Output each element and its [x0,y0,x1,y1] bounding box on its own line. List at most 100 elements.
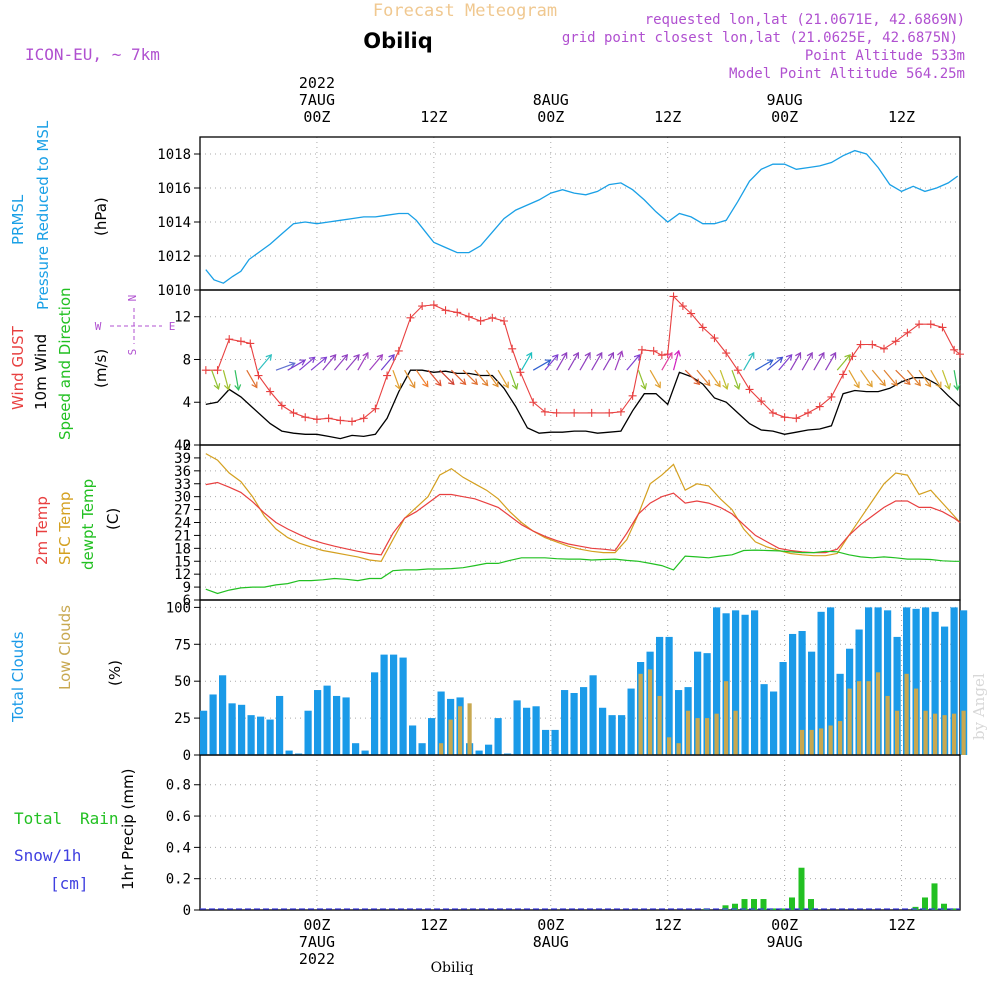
temp-2m-line [205,481,961,556]
pressure-label-prmsl: PRMSL [9,194,27,245]
wind-barb-head [879,379,886,387]
precip-label-total: Total [14,809,62,828]
temperature-ytick-label: 42 [174,438,191,454]
wind-barb-head [320,356,328,364]
wind-barb [544,354,559,371]
total-cloud-bar [266,719,274,755]
wind-barb-head [596,351,603,359]
gust-marker [516,368,525,377]
temperature-ytick-label: 18 [174,541,191,557]
wind-barb [684,369,700,385]
wind-barb [848,369,860,388]
gust-marker [464,312,473,321]
total-cloud-bar [789,633,797,755]
rain-bar [741,899,748,910]
temperature-ytick-label: 27 [174,503,191,519]
wind-barb-head [223,383,231,391]
wind-barb [930,369,942,388]
wind-barb-head [448,378,455,386]
total-cloud-bar [960,610,968,755]
wind-barb-head [891,379,898,387]
wind-barb [222,370,230,390]
wind-barb-head [329,353,337,361]
wind-barb-head [776,356,784,364]
wind-barb-head [666,351,673,359]
wind-barb [719,369,728,390]
total-cloud-bar [200,710,208,755]
gust-marker [488,313,497,322]
wind-barb-head [748,351,755,359]
time-label-bottom: 00Z [771,916,798,934]
wind-barb [415,369,429,387]
wind-barb [626,354,641,371]
gust-marker [348,417,356,426]
wind-barb-head [914,379,921,387]
time-label-top: 00Z [771,108,798,126]
wind-barb [404,369,416,388]
requested-coords: requested lon,lat (21.0671E, 42.6869N) [645,12,965,28]
time-label-bottom: 7AUG [299,933,335,951]
gust-marker [570,408,579,417]
wind-barb [883,369,898,386]
total-cloud-bar [428,718,436,755]
wind-barb-head [830,351,837,359]
gust-marker [698,323,707,332]
rain-bar [760,899,767,910]
wind-barb [637,369,646,390]
precip-label-cm: [cm] [50,874,89,893]
total-cloud-bar [228,703,236,755]
wind-barb-head [544,359,552,366]
gust-marker [628,391,637,400]
time-label-top: 12Z [888,108,915,126]
wind-barb [614,351,623,371]
gust-marker [324,414,333,423]
low-cloud-bar [933,713,938,755]
total-cloud-bar [542,729,550,755]
gust-marker [780,413,789,422]
temperature-ytick-label: 15 [174,554,191,570]
precip-ytick-label: 0.6 [166,809,191,825]
total-cloud-bar [418,743,426,755]
time-label-bottom: 12Z [654,916,681,934]
time-label-bottom: 8AUG [533,933,569,951]
total-cloud-bar [380,654,388,755]
gust-marker [301,413,310,422]
wind-barb [871,369,886,386]
wind-barb-head [341,353,349,361]
gust-marker [529,398,538,407]
gust-marker [225,335,234,344]
wind-barb-head [904,378,911,386]
wind-barb-head [299,359,307,366]
wind-barb-head [422,380,429,388]
total-cloud-bar [390,654,398,755]
wind-barb [696,369,711,386]
total-cloud-bar [751,610,759,755]
wind-barb [462,369,478,385]
wind-barb-head [704,379,711,387]
low-cloud-bar [838,721,843,755]
gust-marker [868,340,877,349]
point-altitude: Point Altitude 533m [805,48,965,64]
wind-barb-head [853,381,860,389]
total-cloud-bar [808,651,816,755]
gust-marker [336,416,345,425]
wind-barb [298,356,316,371]
total-cloud-bar [513,700,521,755]
gust-marker [792,414,801,423]
total-cloud-bar [314,690,322,755]
time-label-top: 2022 [299,74,335,92]
wind-barb [860,369,873,387]
low-cloud-bar [904,673,909,755]
temperature-ytick-label: 39 [174,451,191,467]
gust-marker [891,337,900,346]
total-cloud-bar [409,725,417,755]
gust-marker [815,402,824,411]
wind-barb [649,369,661,388]
gust-marker [508,344,517,353]
total-cloud-bar [931,611,939,755]
low-cloud-bar [828,725,833,755]
gridpoint-coords: grid point closest lon,lat (21.0625E, 42… [562,30,958,46]
low-cloud-bar [847,688,852,755]
total-cloud-bar [665,636,673,755]
total-cloud-bar [912,608,920,755]
